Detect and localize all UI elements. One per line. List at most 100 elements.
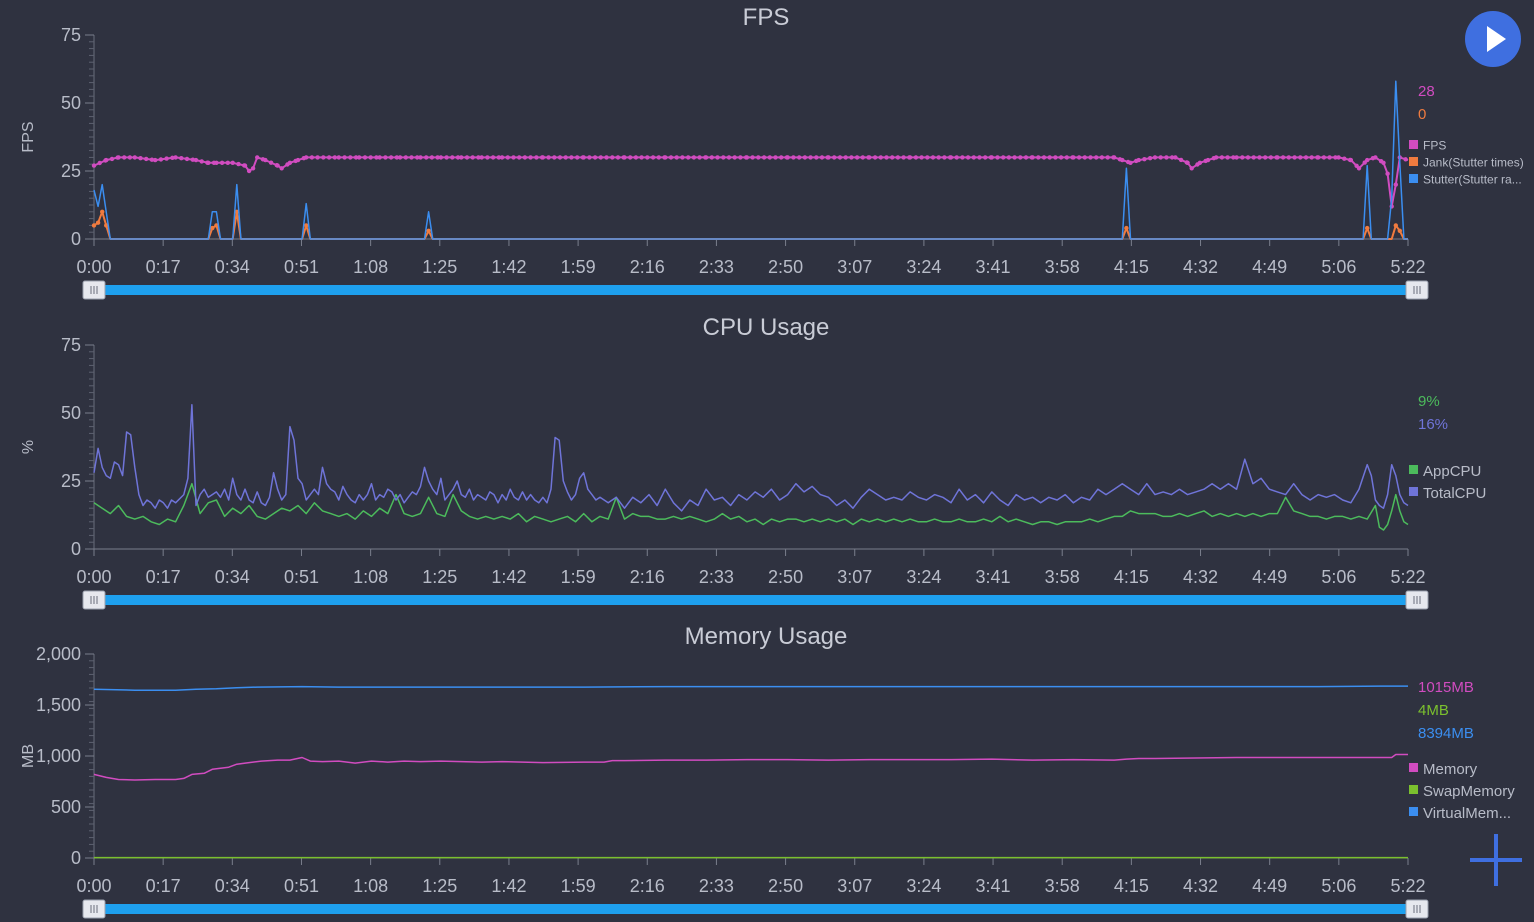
fps-series-fps-point: [791, 155, 796, 160]
fps-series-fps-point: [1120, 157, 1125, 163]
fps-series-fps-point: [1128, 160, 1133, 165]
fps-legend-swatch: [1409, 174, 1418, 183]
fps-series-fps-point: [849, 155, 854, 160]
fps-series-fps-point: [726, 155, 732, 160]
fps-series-jank-stutter-times-point: [426, 228, 431, 233]
cpu-usage-x-tick-label: 0:34: [215, 567, 250, 587]
fps-series-fps-point: [756, 155, 761, 160]
fps-series-jank-stutter-times-point: [1124, 225, 1129, 231]
cpu-usage-x-tick-label: 2:50: [768, 567, 803, 587]
fps-series-fps-point: [785, 155, 790, 160]
fps-series-fps-point: [158, 157, 164, 162]
fps-x-tick-label: 3:41: [976, 257, 1011, 277]
fps-series-fps-point: [639, 155, 644, 160]
fps-legend-swatch: [1409, 140, 1418, 149]
fps-series-fps-point: [1263, 155, 1268, 160]
fps-series-fps-point: [1185, 160, 1190, 165]
fps-series-fps-point: [779, 155, 784, 160]
fps-series-fps-point: [377, 155, 382, 160]
memory-usage-y-tick-label: 2,000: [36, 644, 81, 664]
cpu-usage-x-tick-label: 1:59: [561, 567, 596, 587]
memory-usage-legend-swatch: [1409, 785, 1418, 794]
fps-series-fps-point: [995, 155, 1000, 160]
cpu-usage-zoom-slider-track[interactable]: [94, 595, 1420, 605]
fps-x-tick-label: 5:06: [1321, 257, 1356, 277]
fps-series-fps-point: [587, 155, 592, 160]
fps-series-fps-point: [116, 155, 121, 160]
fps-series-fps-point: [546, 155, 551, 160]
cpu-usage-legend-totalcpu: TotalCPU: [1423, 485, 1486, 502]
fps-x-tick-label: 2:33: [699, 257, 734, 277]
fps-series-fps-point: [645, 155, 650, 160]
memory-usage-x-tick-label: 1:42: [491, 876, 526, 896]
fps-series-fps-point: [199, 159, 204, 164]
fps-series-fps-point: [901, 155, 906, 160]
fps-series-fps-point: [190, 157, 195, 162]
fps-series-fps-line: [93, 156, 1409, 208]
cpu-usage-x-tick-label: 3:07: [837, 567, 872, 587]
fps-series-fps-point: [1189, 166, 1194, 171]
fps-series-fps-point: [1047, 155, 1052, 160]
fps-series-fps-point: [438, 155, 444, 160]
fps-series-fps-point: [403, 155, 408, 160]
fps-series-fps-point: [581, 155, 586, 160]
memory-usage-y-tick-label: 500: [51, 797, 81, 817]
cpu-usage-y-tick-label: 50: [61, 403, 81, 423]
fps-series-fps-point: [464, 155, 470, 160]
fps-series-fps-point: [610, 155, 615, 160]
memory-usage-x-tick-label: 3:24: [906, 876, 941, 896]
cpu-usage-series-appcpu-line: [93, 482, 1409, 531]
fps-series-fps-point: [989, 155, 994, 160]
fps-series-fps-point: [1403, 157, 1408, 162]
fps-series-fps-point: [348, 155, 353, 160]
memory-usage-x-tick-label: 0:00: [76, 876, 111, 896]
fps-series-fps-point: [738, 155, 743, 160]
memory-usage-zoom-slider-track[interactable]: [94, 904, 1420, 914]
fps-series-fps-point: [832, 155, 837, 160]
fps-x-tick-label: 3:24: [906, 257, 941, 277]
fps-series-fps-point: [342, 155, 347, 160]
fps-zoom-slider-track[interactable]: [94, 285, 1420, 295]
fps-series-fps-point: [1018, 155, 1023, 160]
fps-series-fps-point: [127, 155, 133, 160]
fps-series-fps-point: [1251, 155, 1256, 160]
fps-series-fps-point: [826, 155, 831, 160]
memory-usage-x-tick-label: 1:08: [353, 876, 388, 896]
memory-usage-y-tick-label: 1,500: [36, 695, 81, 715]
add-button[interactable]: [1468, 832, 1524, 888]
fps-series-fps-point: [1309, 155, 1314, 160]
fps-series-fps-point: [1058, 155, 1064, 160]
fps-series-fps-point: [797, 155, 802, 160]
fps-x-tick-label: 0:34: [215, 257, 250, 277]
play-icon: [1487, 26, 1506, 52]
fps-series-fps-point: [444, 155, 449, 160]
fps-series-fps-point: [1292, 155, 1297, 160]
fps-series-fps-point: [295, 157, 301, 163]
play-button[interactable]: [1465, 11, 1521, 67]
fps-series-fps-point: [1082, 155, 1088, 160]
fps-title: FPS: [743, 4, 790, 31]
fps-series-fps-point: [761, 155, 767, 160]
fps-series-fps-point: [907, 155, 913, 160]
fps-series-fps-point: [1219, 155, 1225, 160]
fps-series-jank-stutter-times-line: [93, 210, 1408, 240]
fps-series-jank-stutter-times-point: [104, 223, 109, 228]
cpu-usage-ylabel: %: [20, 440, 37, 454]
fps-series-fps-point: [435, 155, 440, 160]
memory-usage-legend-swatch: [1409, 763, 1418, 772]
fps-series-fps-point: [837, 155, 843, 160]
memory-usage-x-tick-label: 0:34: [215, 876, 250, 896]
memory-usage-x-tick-label: 3:07: [837, 876, 872, 896]
memory-usage-x-tick-label: 3:58: [1045, 876, 1080, 896]
fps-x-tick-label: 4:32: [1183, 257, 1218, 277]
fps-series-fps-point: [1169, 155, 1175, 160]
fps-series-fps-point: [691, 155, 697, 160]
fps-series-fps-point: [104, 157, 109, 163]
fps-series-fps-point: [1257, 155, 1262, 160]
memory-usage-x-tick-label: 1:59: [561, 876, 596, 896]
fps-series-fps-point: [843, 155, 848, 160]
fps-series-jank-stutter-times-point: [1393, 223, 1399, 228]
fps-series-fps-point: [1348, 157, 1354, 163]
fps-series-fps-point: [563, 155, 568, 160]
